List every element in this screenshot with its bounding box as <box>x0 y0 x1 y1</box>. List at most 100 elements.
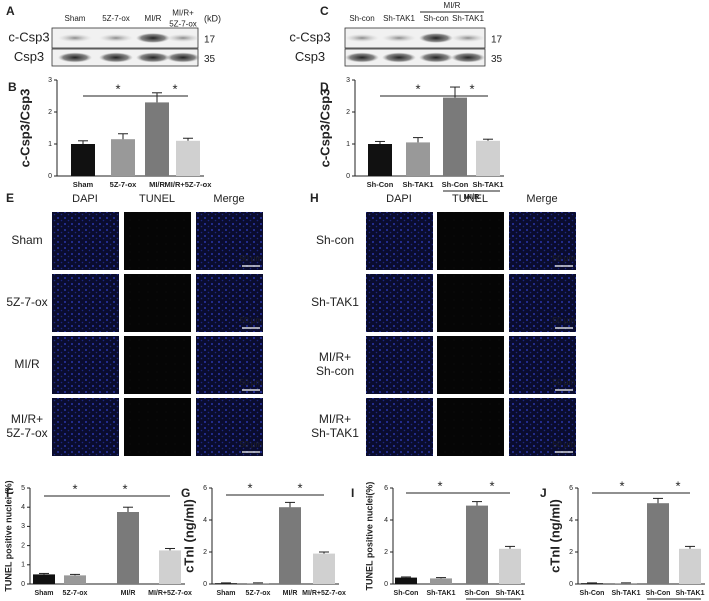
row-label: Csp3 <box>295 49 325 64</box>
lane-label: MI/R <box>145 14 162 23</box>
y-axis-label: c-Csp3/Csp3 <box>317 89 332 168</box>
bar <box>215 583 237 584</box>
panel-label: F <box>6 486 13 500</box>
y-tick-label: 4 <box>569 517 573 524</box>
bar <box>466 505 488 584</box>
y-tick-label: 0 <box>21 581 25 588</box>
bar <box>499 548 521 584</box>
x-tick-label: MI/R+5Z-7-ox <box>165 180 213 189</box>
micrograph <box>509 274 576 332</box>
y-tick-label: 4 <box>384 517 388 524</box>
panel-label: I <box>351 486 354 500</box>
y-tick-label: 1 <box>48 141 52 148</box>
blot-band <box>451 52 485 63</box>
panel-label: J <box>540 486 547 500</box>
lane-label: Sh-con <box>423 14 448 23</box>
y-tick-label: 0 <box>203 581 207 588</box>
micrograph <box>366 336 433 394</box>
significance-star: * <box>297 480 302 495</box>
x-tick-label: Sh-Con <box>580 590 605 597</box>
y-tick-label: 0 <box>346 173 350 180</box>
x-tick-label: MI/R+5Z-7-ox <box>302 590 346 597</box>
blot-band <box>166 34 200 42</box>
x-tick-label: Sh-TAK1 <box>675 590 704 597</box>
scale-bar-label: 50 μm <box>553 378 576 387</box>
group-label: MI/R <box>486 600 502 601</box>
bar <box>679 548 701 584</box>
y-tick-label: 1 <box>21 562 25 569</box>
y-tick-label: 2 <box>48 109 52 116</box>
bar <box>647 503 669 584</box>
micrograph <box>196 212 263 270</box>
x-tick-label: Sh-Con <box>442 180 469 189</box>
significance-star: * <box>172 81 177 96</box>
micrograph <box>437 274 504 332</box>
y-tick-label: 3 <box>346 77 350 84</box>
bar <box>279 507 301 584</box>
column-header: Merge <box>213 193 244 205</box>
size-label: 35 <box>204 54 216 65</box>
x-tick-label: Sh-TAK1 <box>402 180 433 189</box>
micrograph <box>366 398 433 456</box>
x-tick-label: 5Z-7-ox <box>63 590 88 597</box>
size-label: 17 <box>204 35 216 46</box>
row-label: Sh-con <box>316 364 354 378</box>
significance-star: * <box>72 481 77 496</box>
row-label: Sham <box>11 233 42 247</box>
y-tick-label: 2 <box>569 549 573 556</box>
scale-bar-label: 50 μm <box>553 316 576 325</box>
y-tick-label: 0 <box>384 581 388 588</box>
y-tick-label: 0 <box>569 581 573 588</box>
significance-star: * <box>619 478 624 493</box>
scale-bar-label: 50 μm <box>240 378 263 387</box>
micrograph <box>437 212 504 270</box>
row-label: MI/R+ <box>319 412 351 426</box>
panel-label: E <box>6 191 14 205</box>
y-tick-label: 1 <box>346 141 350 148</box>
bar <box>430 578 452 584</box>
panel-label: D <box>320 80 329 94</box>
y-tick-label: 5 <box>21 485 25 492</box>
bar <box>581 583 603 584</box>
micrograph <box>124 212 191 270</box>
scale-bar-label: 50 μm <box>553 254 576 263</box>
x-tick-label: Sh-TAK1 <box>495 590 524 597</box>
x-tick-label: Sh-Con <box>367 180 394 189</box>
micrograph <box>366 212 433 270</box>
row-label: c-Csp3 <box>8 29 49 44</box>
row-label: 5Z-7-ox <box>6 295 47 309</box>
x-tick-label: Sh-Con <box>394 590 419 597</box>
panel-label: B <box>8 80 17 94</box>
x-tick-label: MI/R <box>149 180 165 189</box>
lane-label: Sh-TAK1 <box>452 14 484 23</box>
y-tick-label: 2 <box>21 542 25 549</box>
x-tick-label: Sh-TAK1 <box>426 590 455 597</box>
bar <box>71 144 95 176</box>
blot-band <box>166 52 200 63</box>
micrograph <box>509 212 576 270</box>
lane-label: Sh-con <box>349 14 374 23</box>
bar <box>33 574 55 584</box>
bar <box>247 583 269 584</box>
y-tick-label: 2 <box>384 549 388 556</box>
row-label: Sh-TAK1 <box>311 426 359 440</box>
y-tick-label: 2 <box>346 109 350 116</box>
column-header: DAPI <box>386 193 412 205</box>
blot-band <box>58 52 92 63</box>
bar <box>159 550 181 584</box>
y-axis-label: c-Csp3/Csp3 <box>17 89 32 168</box>
significance-star: * <box>675 478 680 493</box>
panel-label: H <box>310 191 319 205</box>
y-axis-label: TUNEL positive nuclei(%) <box>364 482 374 591</box>
row-label: Sh-TAK1 <box>311 295 359 309</box>
x-tick-label: Sh-TAK1 <box>472 180 503 189</box>
lane-label: MI/R+ <box>172 9 194 18</box>
row-label: Csp3 <box>14 49 44 64</box>
significance-star: * <box>469 81 474 96</box>
bar <box>615 583 637 584</box>
scale-bar-label: 50 μm <box>553 440 576 449</box>
micrograph <box>366 274 433 332</box>
significance-star: * <box>415 81 420 96</box>
bar <box>64 575 86 584</box>
